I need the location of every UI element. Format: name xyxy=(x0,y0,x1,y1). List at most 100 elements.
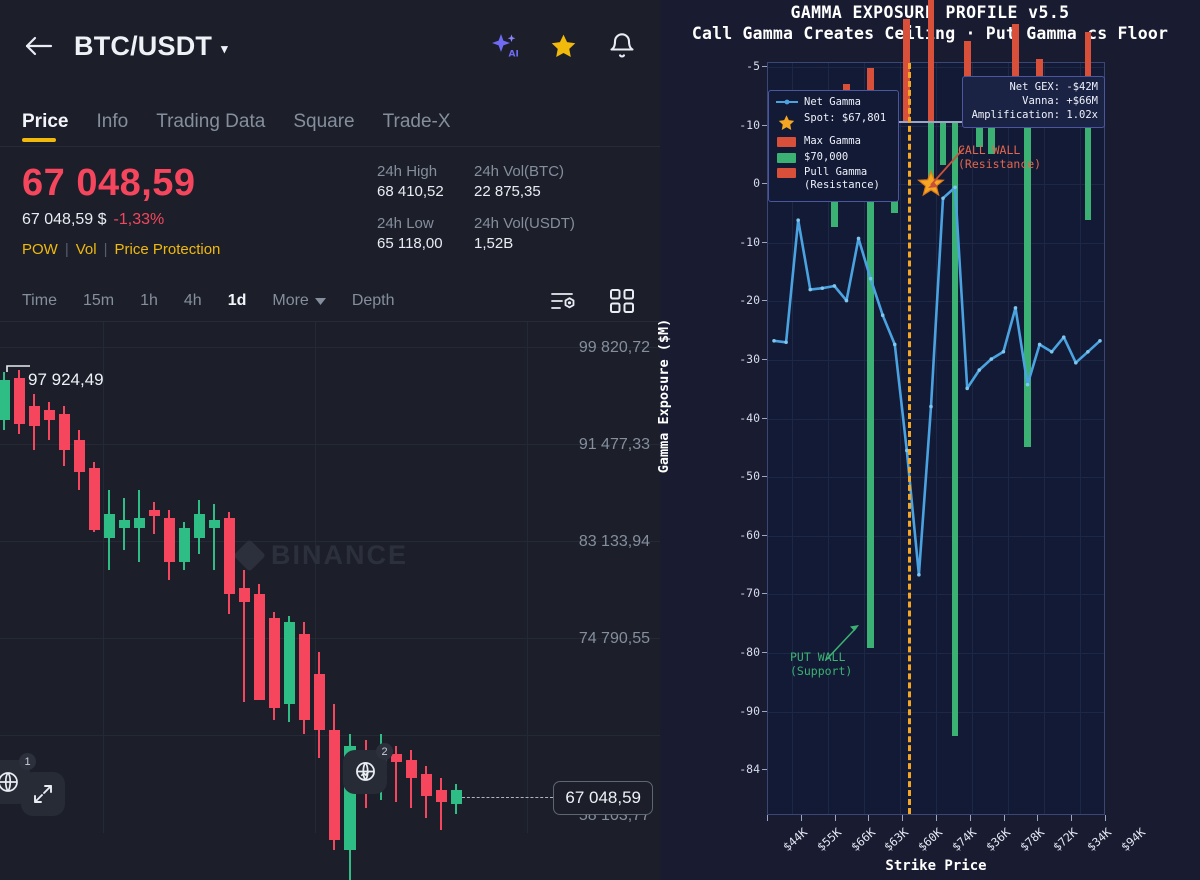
tab-info[interactable]: Info xyxy=(96,111,129,132)
nav-tabs: Price Info Trading Data Square Trade-X xyxy=(0,92,660,144)
net-gamma-point xyxy=(1074,360,1078,365)
x-tick-label: $44K xyxy=(780,825,811,854)
put-gamma-bar xyxy=(975,121,983,148)
x-tick-mark xyxy=(1003,815,1005,821)
y-tick-label: -20 xyxy=(739,293,760,308)
plot-gridline xyxy=(768,653,1104,654)
tab-trade-x[interactable]: Trade-X xyxy=(382,111,451,132)
x-tick-mark xyxy=(936,815,937,821)
stat-value-24h-vol-usdt: 1,52B xyxy=(474,235,514,252)
y-tick-mark xyxy=(762,710,767,712)
last-price: 67 048,59 xyxy=(22,162,196,204)
y-axis-label-1: 91 477,33 xyxy=(578,436,650,453)
plot-gridline xyxy=(768,242,1104,244)
call-wall-arrow xyxy=(928,147,965,188)
indicator-settings-icon[interactable] xyxy=(548,285,580,317)
x-tick-mark xyxy=(1071,815,1073,821)
call-gamma-bar xyxy=(903,19,911,122)
badge-count-2: 2 xyxy=(376,743,393,760)
grid-layout-icon[interactable] xyxy=(606,285,638,317)
x-tick-label: $74K xyxy=(949,825,980,854)
call-wall-annotation: CALL WALL (Resistance) xyxy=(958,143,1042,172)
tag-vol[interactable]: Vol xyxy=(75,241,97,259)
y-tick-mark xyxy=(762,417,767,419)
y-tick-label: -60 xyxy=(739,527,760,542)
net-gamma-point xyxy=(856,236,861,241)
stat-amplification: Amplification: 1.02x xyxy=(971,108,1098,121)
stat-value-24h-low: 65 118,00 xyxy=(377,235,443,252)
legend-item-net-gamma: Net Gamma xyxy=(775,96,892,109)
tab-square[interactable]: Square xyxy=(293,111,355,132)
y-tick-label: -70 xyxy=(739,586,760,601)
net-gamma-point xyxy=(929,404,933,409)
net-gamma-point xyxy=(892,342,897,347)
quote-primary: 67 048,59 67 048,59 $ -1,33% POW | Vol | … xyxy=(22,163,377,265)
current-price-pill[interactable]: 67 048,59 xyxy=(553,781,653,815)
ai-sparkle-icon[interactable]: AI xyxy=(488,30,520,62)
net-gamma-line xyxy=(772,185,1102,577)
timeframe-more[interactable]: More xyxy=(272,292,326,310)
net-gamma-point xyxy=(868,276,873,281)
swatch-red-icon xyxy=(775,135,798,147)
x-axis-title: Strike Price xyxy=(885,858,987,874)
globe-chart-icon-2[interactable]: 2 xyxy=(343,743,393,794)
timeframe-15m[interactable]: 15m xyxy=(82,292,115,309)
candlestick-chart[interactable]: BINANCE 99 820,72 91 477,33 83 133,94 74… xyxy=(0,321,660,880)
net-gamma-point xyxy=(1013,306,1018,310)
y-tick-mark xyxy=(762,241,767,243)
tab-price[interactable]: Price xyxy=(22,111,68,144)
timeframe-1d[interactable]: 1d xyxy=(227,292,247,309)
timeframe-time[interactable]: Time xyxy=(22,292,57,309)
bell-icon[interactable] xyxy=(606,30,638,62)
watermark-text: BINANCE xyxy=(271,540,409,570)
x-tick-label: $66K xyxy=(847,825,878,854)
tab-trading-data[interactable]: Trading Data xyxy=(156,111,266,132)
legend-label-net-gamma: Net Gamma xyxy=(804,96,861,108)
net-gamma-point xyxy=(1001,349,1006,354)
swatch-red-icon-2 xyxy=(775,166,798,179)
net-gamma-point xyxy=(977,368,982,372)
timeframe-1h[interactable]: 1h xyxy=(140,292,158,309)
gex-stats-box: Net GEX: -$42M Vanna: +$66M Amplificatio… xyxy=(962,76,1105,128)
y-tick-label: -40 xyxy=(739,410,760,425)
y-axis-label-2: 83 133,94 xyxy=(578,533,650,550)
candles-svg xyxy=(0,365,462,880)
chevron-down-icon[interactable]: ▾ xyxy=(221,40,228,56)
timeframe-4h[interactable]: 4h xyxy=(183,292,202,309)
x-tick-mark xyxy=(767,815,768,821)
net-gamma-point xyxy=(808,287,813,292)
y-tick-label: -84 xyxy=(739,762,760,777)
net-gamma-point xyxy=(1025,382,1030,387)
stat-label-24h-low: 24h Low xyxy=(377,215,434,232)
tag-pow[interactable]: POW xyxy=(22,241,58,259)
page-title[interactable]: BTC/USDT ▾ xyxy=(74,31,228,62)
arrow-left-icon[interactable] xyxy=(22,29,56,63)
put-gamma-bar xyxy=(927,121,935,188)
put-wall-arrow xyxy=(825,625,859,661)
legend-item-pull-gamma: Pull Gamma (Resistance) xyxy=(775,166,892,192)
stat-value-24h-high: 68 410,52 xyxy=(377,183,444,200)
tag-row: POW | Vol | Price Protection xyxy=(22,241,377,258)
x-tick-mark xyxy=(834,815,836,821)
timeframe-depth[interactable]: Depth xyxy=(351,292,395,309)
star-icon[interactable] xyxy=(547,30,579,62)
net-gamma-point xyxy=(796,218,800,222)
net-gamma-point xyxy=(1037,342,1042,347)
binance-panel: BTC/USDT ▾ AI xyxy=(0,0,660,880)
x-tick-mark xyxy=(868,815,870,821)
y-tick-label: -10 xyxy=(739,117,760,132)
star-marker-icon xyxy=(775,112,798,132)
plot-gridline xyxy=(768,125,1104,127)
y-tick-label: -50 xyxy=(739,469,760,484)
change-percent: -1,33% xyxy=(113,211,165,229)
chart-legend[interactable]: Net Gamma Spot: $67,801 Max Gamma $70,00… xyxy=(768,90,899,202)
call-gamma-bar xyxy=(927,0,935,122)
tag-price-protection[interactable]: Price Protection xyxy=(114,241,221,259)
zero-line xyxy=(768,121,1104,123)
net-gamma-point xyxy=(772,339,776,343)
legend-label-pull-gamma: Pull Gamma (Resistance) xyxy=(804,166,880,192)
quote-section: 67 048,59 67 048,59 $ -1,33% POW | Vol | … xyxy=(0,147,660,265)
top-bar: BTC/USDT ▾ AI xyxy=(0,0,660,92)
expand-arrows-icon[interactable] xyxy=(21,772,65,816)
plot-gridline xyxy=(768,711,1104,713)
